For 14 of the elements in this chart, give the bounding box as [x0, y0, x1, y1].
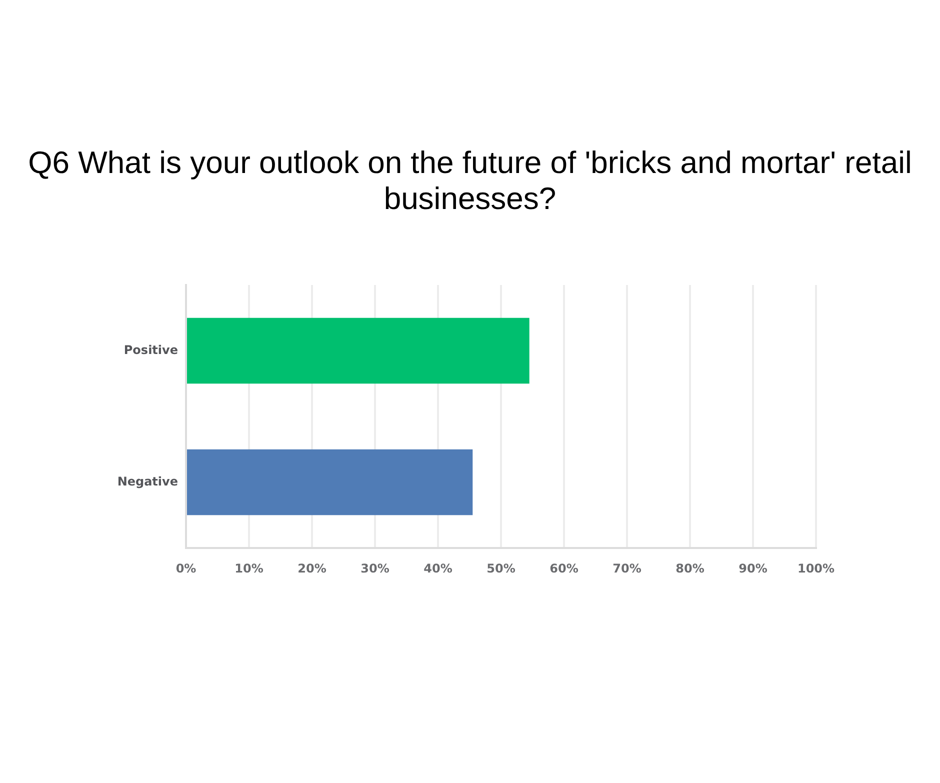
x-tick-label: 50% — [486, 561, 516, 576]
x-tick-label: 80% — [676, 561, 704, 576]
x-tick-label: 60% — [550, 561, 578, 576]
x-tick-label: 70% — [612, 561, 642, 576]
y-tick-label: Positive — [124, 342, 178, 357]
x-tick-label: 20% — [298, 561, 326, 576]
x-tick-label: 0% — [176, 561, 196, 576]
x-tick-label: 40% — [424, 561, 452, 576]
x-tick-label: 90% — [738, 561, 768, 576]
chart-title: Q6 What is your outlook on the future of 'bricks and mortar' retail businesses? — [27, 145, 913, 217]
x-tick-label: 100% — [797, 561, 835, 576]
x-tick-label: 30% — [360, 561, 390, 576]
x-tick-label: 10% — [234, 561, 264, 576]
y-tick-label: Negative — [117, 474, 178, 488]
